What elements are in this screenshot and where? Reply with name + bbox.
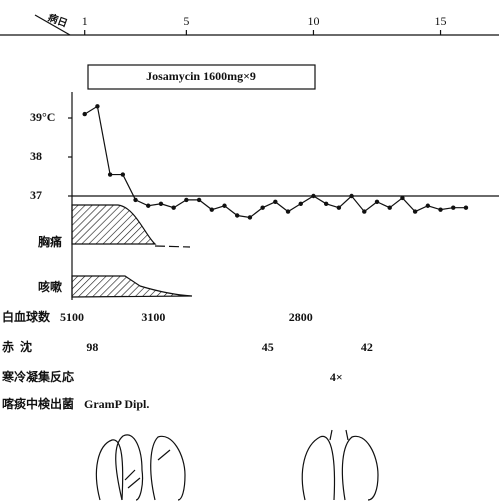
temperature-point xyxy=(95,104,99,108)
temperature-point xyxy=(184,198,188,202)
lung-sketch-left xyxy=(96,435,185,500)
lab-value: 42 xyxy=(361,340,373,354)
x-tick-label: 5 xyxy=(183,14,189,28)
temperature-point xyxy=(349,194,353,198)
temperature-point xyxy=(299,202,303,206)
temperature-point xyxy=(464,206,468,210)
temperature-point xyxy=(210,207,214,211)
temperature-point xyxy=(400,196,404,200)
lab-value: 45 xyxy=(262,340,274,354)
drug-label: Josamycin 1600mg×9 xyxy=(146,69,256,83)
temperature-point xyxy=(159,202,163,206)
temperature-point xyxy=(426,204,430,208)
lab-value: 98 xyxy=(86,340,98,354)
temperature-point xyxy=(121,172,125,176)
y-tick-label: 37 xyxy=(30,188,42,202)
chest-pain-area xyxy=(72,205,155,244)
y-tick-label: 38 xyxy=(30,149,42,163)
temperature-point xyxy=(146,204,150,208)
temperature-point xyxy=(171,206,175,210)
lab-name: 赤 沈 xyxy=(2,339,32,354)
temperature-point xyxy=(286,209,290,213)
temperature-point xyxy=(197,198,201,202)
sputum-value: GramP Dipl. xyxy=(84,397,149,411)
temperature-point xyxy=(451,206,455,210)
x-tick-label: 10 xyxy=(307,14,319,28)
chart: 病日 Josamycin 1600mg×9 胸痛 咳嗽 喀痰中検出菌 GramP… xyxy=(0,0,499,504)
temperature-point xyxy=(108,172,112,176)
lab-value: 3100 xyxy=(141,310,165,324)
y-tick-label: 39°C xyxy=(30,110,55,124)
chest-pain-tail xyxy=(155,246,190,247)
temperature-point xyxy=(324,202,328,206)
x-label: 病日 xyxy=(46,11,69,30)
lab-value: 4× xyxy=(330,370,343,384)
temperature-point xyxy=(362,209,366,213)
temperature-point xyxy=(235,213,239,217)
temperature-point xyxy=(222,204,226,208)
temperature-point xyxy=(413,209,417,213)
lab-value: 2800 xyxy=(289,310,313,324)
temperature-point xyxy=(337,206,341,210)
temperature-point xyxy=(260,206,264,210)
symptom-label: 胸痛 xyxy=(38,234,62,249)
lab-name: 寒冷凝集反応 xyxy=(1,369,74,384)
temperature-point xyxy=(438,207,442,211)
lab-name: 白血球数 xyxy=(2,309,51,324)
temperature-point xyxy=(311,194,315,198)
lung-sketch-right xyxy=(302,430,378,500)
lab-value: 5100 xyxy=(60,310,84,324)
cough-area xyxy=(72,276,192,297)
symptom-label: 咳嗽 xyxy=(38,279,62,294)
temperature-point xyxy=(375,200,379,204)
temperature-point xyxy=(133,198,137,202)
temperature-point xyxy=(248,215,252,219)
sputum-label: 喀痰中検出菌 xyxy=(2,396,74,411)
x-tick-label: 15 xyxy=(435,14,447,28)
temperature-point xyxy=(273,200,277,204)
temperature-point xyxy=(388,206,392,210)
x-tick-label: 1 xyxy=(82,14,88,28)
temperature-point xyxy=(83,112,87,116)
